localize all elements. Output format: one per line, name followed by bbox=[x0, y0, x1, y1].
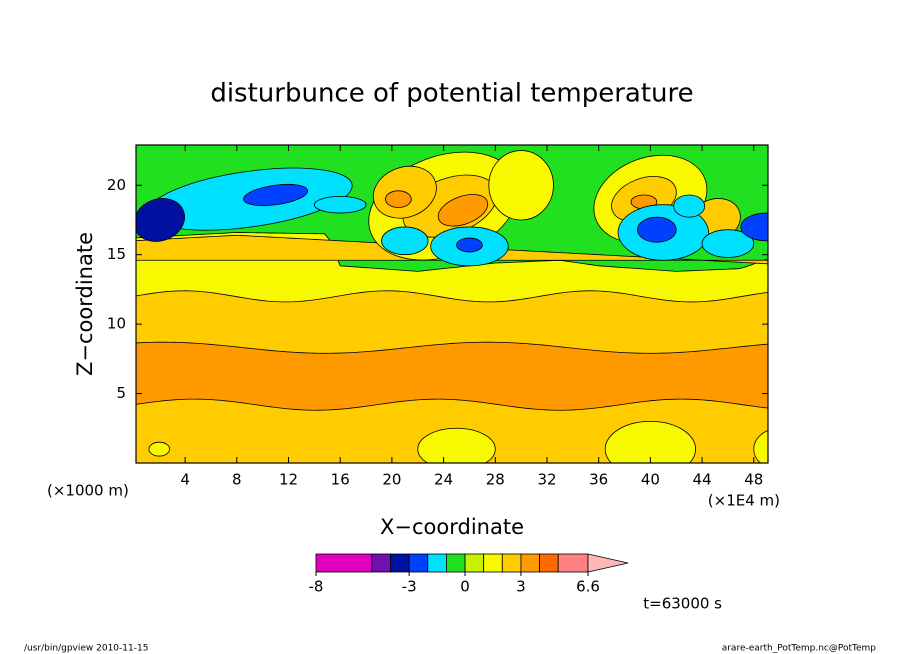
contour-region bbox=[604, 420, 697, 463]
colorbar-tick-label: -3 bbox=[402, 578, 417, 596]
y-tick-label: 15 bbox=[107, 245, 126, 263]
colorbar-box bbox=[483, 553, 503, 573]
colorbar-box bbox=[390, 553, 410, 573]
time-label: t=63000 s bbox=[643, 595, 722, 613]
contour-region bbox=[313, 195, 367, 214]
y-tick-label: 10 bbox=[107, 315, 126, 333]
colorbar-box bbox=[315, 553, 373, 573]
contour-region bbox=[136, 198, 185, 242]
contour-field bbox=[136, 145, 768, 463]
y-axis-label: Z−coordinate bbox=[73, 232, 97, 376]
y-tick-label: 20 bbox=[107, 176, 126, 194]
colorbar-box bbox=[501, 553, 522, 573]
y-tick-label: 5 bbox=[116, 384, 126, 402]
contour-region bbox=[243, 183, 309, 207]
x-tick-label: 28 bbox=[486, 471, 505, 489]
contour-region bbox=[701, 229, 755, 258]
colorbar-extension bbox=[587, 553, 629, 573]
colorbar-tick-label: 6.6 bbox=[576, 578, 600, 596]
x-tick-label: 12 bbox=[279, 471, 298, 489]
colorbar-box bbox=[427, 553, 447, 573]
chart-title: disturbunce of potential temperature bbox=[210, 79, 693, 109]
x-unit: (×1E4 m) bbox=[708, 492, 780, 510]
colorbar-box bbox=[520, 553, 540, 573]
y-unit: (×1000 m) bbox=[47, 482, 129, 500]
x-tick-label: 4 bbox=[180, 471, 190, 489]
colorbar-box bbox=[446, 553, 466, 573]
x-tick-label: 48 bbox=[744, 471, 763, 489]
colorbar-tick-label: 0 bbox=[460, 578, 470, 596]
contour-region bbox=[385, 190, 412, 208]
colorbar-box bbox=[408, 553, 429, 573]
contour-region bbox=[437, 194, 489, 227]
footer-right: arare-earth_PotTemp.nc@PotTemp bbox=[722, 644, 877, 654]
colorbar-box bbox=[464, 553, 485, 573]
plot-frame bbox=[135, 144, 769, 464]
contour-region bbox=[488, 150, 554, 221]
x-tick-label: 32 bbox=[537, 471, 556, 489]
contour-region bbox=[148, 441, 171, 457]
x-tick-label: 16 bbox=[331, 471, 350, 489]
x-tick-label: 44 bbox=[693, 471, 712, 489]
contour-region bbox=[740, 212, 768, 242]
contour-region bbox=[381, 226, 429, 256]
footer-left: /usr/bin/gpview 2010-11-15 bbox=[24, 644, 148, 654]
colorbar-box bbox=[557, 553, 589, 573]
contour-region bbox=[673, 194, 706, 218]
x-axis-label: X−coordinate bbox=[380, 515, 524, 539]
contour-region bbox=[136, 341, 768, 411]
contour-region bbox=[417, 427, 496, 463]
colorbar-box bbox=[371, 553, 391, 573]
x-tick-label: 36 bbox=[589, 471, 608, 489]
colorbar-box bbox=[539, 553, 559, 573]
colorbar-tick-label: 3 bbox=[516, 578, 526, 596]
colorbar-tick-label: -8 bbox=[309, 578, 324, 596]
contour-region bbox=[456, 237, 483, 253]
x-tick-label: 24 bbox=[434, 471, 453, 489]
contour-region bbox=[637, 216, 677, 243]
contour-region bbox=[753, 430, 768, 463]
x-tick-label: 40 bbox=[641, 471, 660, 489]
x-tick-label: 8 bbox=[232, 471, 242, 489]
x-tick-label: 20 bbox=[382, 471, 401, 489]
